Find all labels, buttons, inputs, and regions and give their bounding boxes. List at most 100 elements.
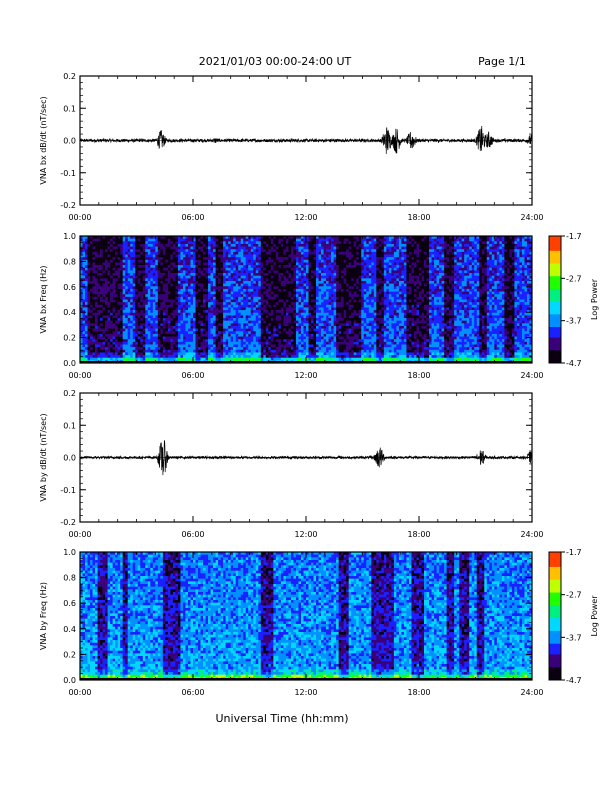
spectrogram-cell [103,307,106,310]
spectrogram-cell [218,326,221,329]
spectrogram-cell [130,305,133,308]
spectrogram-cell [180,302,183,305]
spectrogram-cell [123,292,126,295]
spectrogram-cell [170,292,173,295]
spectrogram-cell [251,286,254,289]
spectrogram-cell [153,265,156,268]
spectrogram-cell [233,334,236,337]
spectrogram-cell [178,352,181,355]
spectrogram-cell [148,313,151,316]
spectrogram-cell [190,342,193,345]
spectrogram-cell [153,321,156,324]
spectrogram-cell [158,247,161,250]
spectrogram-cell [83,307,86,310]
spectrogram-cell [324,347,327,350]
spectrogram-cell [160,350,163,353]
spectrogram-cell [175,294,178,297]
spectrogram-cell [158,313,161,316]
spectrogram-cell [238,326,241,329]
spectrogram-cell [319,297,322,300]
spectrogram-cell [130,244,133,247]
spectrogram-cell [165,286,168,289]
spectrogram-cell [236,344,239,347]
spectrogram-cell [301,292,304,295]
spectrogram-cell [125,276,128,279]
spectrogram-cell [150,350,153,353]
spectrogram-cell [88,249,91,252]
spectrogram-cell [278,247,281,250]
spectrogram-cell [293,334,296,337]
spectrogram-cell [135,307,138,310]
spectrogram-cell [173,252,176,255]
spectrogram-cell [211,286,214,289]
spectrogram-cell [306,305,309,308]
spectrogram-cell [160,292,163,295]
spectrogram-cell [303,326,306,329]
spectrogram-cell [246,305,249,308]
spectrogram-cell [293,281,296,284]
spectrogram-cell [88,337,91,340]
spectrogram-cell [143,331,146,334]
spectrogram-cell [203,284,206,287]
spectrogram-cell [329,313,332,316]
spectrogram-cell [155,321,158,324]
spectrogram-cell [231,347,234,350]
spectrogram-cell [213,321,216,324]
spectrogram-cell [170,289,173,292]
spectrogram-cell [301,310,304,313]
spectrogram-cell [185,276,188,279]
spectrogram-cell [266,347,269,350]
spectrogram-cell [196,318,199,321]
spectrogram-cell [153,313,156,316]
spectrogram-cell [133,257,136,260]
spectrogram-cell [90,326,93,329]
spectrogram-cell [95,310,98,313]
spectrogram-cell [319,249,322,252]
spectrogram-cell [216,239,219,242]
spectrogram-cell [334,247,337,250]
spectrogram-cell [153,244,156,247]
spectrogram-cell [278,260,281,263]
spectrogram-cell [301,294,304,297]
spectrogram-cell [309,342,312,345]
spectrogram-cell [298,344,301,347]
spectrogram-cell [125,337,128,340]
spectrogram-cell [128,289,131,292]
spectrogram-cell [266,337,269,340]
spectrogram-cell [298,315,301,318]
spectrogram-cell [263,326,266,329]
spectrogram-cell [88,358,91,361]
spectrogram-cell [158,255,161,258]
spectrogram-cell [170,321,173,324]
spectrogram-cell [130,247,133,250]
spectrogram-cell [324,350,327,353]
spectrogram-cell [261,262,264,265]
spectrogram-cell [296,344,299,347]
spectrogram-cell [178,342,181,345]
spectrogram-cell [125,262,128,265]
spectrogram-cell [263,321,266,324]
spectrogram-cell [130,352,133,355]
spectrogram-cell [298,358,301,361]
spectrogram-cell [238,321,241,324]
spectrogram-cell [211,292,214,295]
spectrogram-cell [93,344,96,347]
spectrogram-cell [206,281,209,284]
spectrogram-cell [314,318,317,321]
spectrogram-cell [238,244,241,247]
spectrogram-cell [138,273,141,276]
spectrogram-cell [173,321,176,324]
spectrogram-cell [246,281,249,284]
spectrogram-cell [143,334,146,337]
spectrogram-cell [226,331,229,334]
spectrogram-cell [261,257,264,260]
spectrogram-cell [301,302,304,305]
spectrogram-cell [95,276,98,279]
spectrogram-cell [163,347,166,350]
spectrogram-cell [283,347,286,350]
spectrogram-cell [283,255,286,258]
spectrogram-cell [236,352,239,355]
spectrogram-cell [309,268,312,271]
spectrogram-cell [185,252,188,255]
spectrogram-cell [153,273,156,276]
